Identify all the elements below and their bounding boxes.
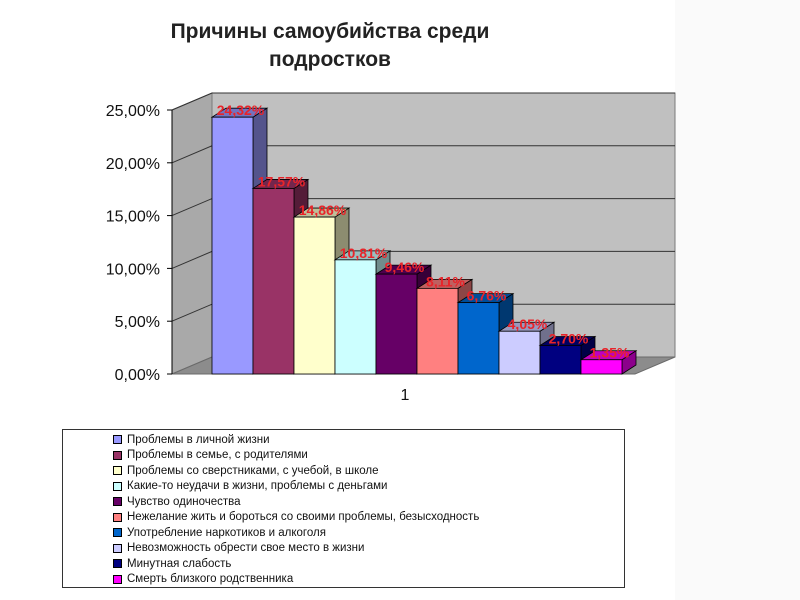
data-label: 24,32% <box>217 102 265 118</box>
y-tick-label: 15,00% <box>106 209 160 226</box>
bar <box>211 116 254 375</box>
bar <box>457 302 500 375</box>
legend-swatch <box>113 435 122 445</box>
x-category-label: 1 <box>401 387 410 404</box>
side-margin <box>675 0 800 600</box>
legend-item: Невозможность обрести свое место в жизни <box>113 541 624 557</box>
y-tick-label: 10,00% <box>106 261 160 278</box>
data-label: 2,70% <box>549 330 589 346</box>
legend-item: Проблемы со сверстниками, с учебой, в шк… <box>113 463 624 479</box>
plot-side-wall <box>171 92 213 375</box>
data-label: 4,05% <box>508 316 548 332</box>
data-label: 8,11% <box>426 273 465 289</box>
legend-label: Чувство одиночества <box>127 495 241 508</box>
legend-item: Проблемы в личной жизни <box>113 432 624 448</box>
legend-swatch <box>113 450 122 460</box>
bar-group <box>579 350 638 375</box>
y-tick-label: 20,00% <box>106 156 160 173</box>
data-label: 10,81% <box>340 245 388 261</box>
legend-swatch <box>113 481 122 491</box>
chart-legend: Проблемы в личной жизни Проблемы в семье,… <box>62 429 625 588</box>
legend-label: Невозможность обрести свое место в жизни <box>127 542 365 555</box>
bar <box>375 273 418 375</box>
bar <box>293 216 336 375</box>
legend-item: Какие-то неудачи в жизни, проблемы с ден… <box>113 479 624 495</box>
data-label: 9,46% <box>385 259 425 275</box>
legend-item: Смерть близкого родственника <box>113 572 624 588</box>
bar <box>252 188 295 375</box>
gridline <box>171 92 675 111</box>
legend-label: Нежелание жить и бороться со своими проб… <box>127 511 480 524</box>
legend-item: Проблемы в семье, с родителями <box>113 448 624 464</box>
bar <box>416 287 459 375</box>
legend-label: Смерть близкого родственника <box>127 573 294 586</box>
data-label: 1,35% <box>590 345 630 361</box>
legend-swatch <box>113 497 122 507</box>
bar <box>334 259 377 375</box>
bar <box>498 330 541 375</box>
legend-item: Чувство одиночества <box>113 494 624 510</box>
y-tick-label: 0,00% <box>115 367 160 384</box>
legend-item: Употребление наркотиков и алкоголя <box>113 525 624 541</box>
legend-swatch <box>113 559 122 569</box>
data-label: 14,86% <box>299 202 347 218</box>
legend-swatch <box>113 543 122 553</box>
data-label: 6,76% <box>467 288 507 304</box>
y-tick-label: 5,00% <box>115 314 160 331</box>
legend-label: Минутная слабость <box>127 557 232 570</box>
legend-label: Проблемы со сверстниками, с учебой, в шк… <box>127 464 379 477</box>
chart-title-line-2: подростков <box>269 48 391 71</box>
bar <box>539 345 582 375</box>
legend-swatch <box>113 528 122 538</box>
legend-swatch <box>113 512 122 522</box>
legend-label: Употребление наркотиков и алкоголя <box>127 526 326 539</box>
legend-label: Проблемы в семье, с родителями <box>127 449 308 462</box>
bar <box>580 359 623 375</box>
chart-title-line-1: Причины самоубийства среди <box>170 20 490 43</box>
legend-item: Минутная слабость <box>113 556 624 572</box>
legend-label: Какие-то неудачи в жизни, проблемы с ден… <box>127 480 388 493</box>
legend-label: Проблемы в личной жизни <box>127 433 270 446</box>
legend-swatch <box>113 574 122 584</box>
chart-title: Причины самоубийства среди подростков <box>95 18 565 74</box>
legend-item: Нежелание жить и бороться со своими проб… <box>113 510 624 526</box>
data-label: 17,57% <box>258 173 306 189</box>
legend-swatch <box>113 466 122 476</box>
y-tick-label: 25,00% <box>106 103 160 120</box>
